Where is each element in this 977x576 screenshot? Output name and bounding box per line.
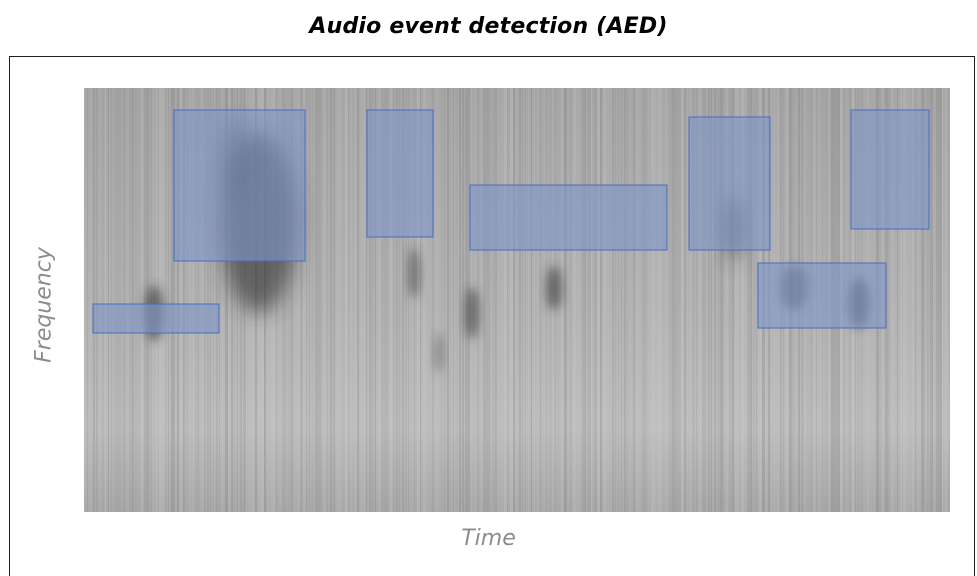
energy-blob-6 — [546, 266, 562, 310]
y-axis-label: Frequency — [31, 247, 57, 363]
energy-blob-10 — [434, 333, 444, 373]
x-axis-label: Time — [461, 526, 516, 551]
event-box-1 — [92, 303, 220, 334]
energy-blob-4 — [408, 248, 420, 298]
spectrogram — [84, 88, 950, 512]
event-box-4 — [469, 184, 668, 251]
diagram-title: Audio event detection (AED) — [309, 14, 668, 39]
event-box-2 — [173, 109, 306, 262]
event-box-3 — [366, 109, 434, 238]
diagram-frame — [9, 56, 975, 576]
event-box-6 — [850, 109, 930, 230]
energy-blob-5 — [465, 287, 479, 339]
event-box-5 — [688, 116, 771, 251]
event-box-7 — [757, 262, 887, 329]
event-boxes — [92, 109, 930, 334]
